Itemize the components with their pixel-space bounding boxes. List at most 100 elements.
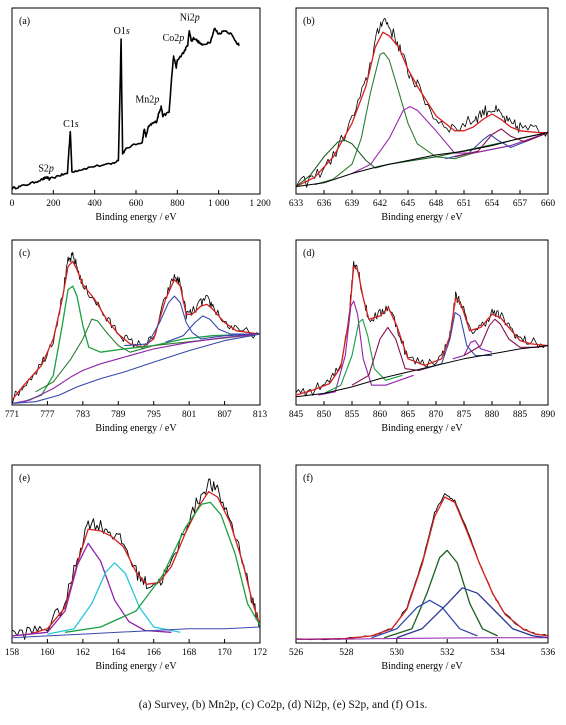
panel-label: (d) <box>303 248 315 259</box>
series-line-4 <box>323 318 403 394</box>
x-tick-label: 777 <box>40 410 55 420</box>
series-line-4 <box>371 599 478 639</box>
peak-label: Mn2p <box>135 95 159 106</box>
x-tick-label: 648 <box>429 199 444 209</box>
series-line-7 <box>452 340 493 360</box>
peak-label: S2p <box>38 163 54 174</box>
x-axis-label: Binding energy / eV <box>95 661 177 672</box>
series-line-4 <box>35 318 260 393</box>
plot-frame <box>295 464 549 644</box>
series-line-3 <box>23 285 260 403</box>
x-tick-label: 536 <box>541 648 556 658</box>
series-line-5 <box>65 501 260 633</box>
x-tick-label: 890 <box>541 410 556 420</box>
x-tick-label: 528 <box>339 648 354 658</box>
x-tick-label: 534 <box>490 648 505 658</box>
figure-caption: (a) Survey, (b) Mn2p, (c) Co2p, (d) Ni2p… <box>138 699 428 711</box>
x-tick-label: 813 <box>253 410 268 420</box>
panel-label: (a) <box>19 16 30 27</box>
panel-5: 158 160 162 164 166 168 170 172 Binding energy /… <box>5 464 267 672</box>
x-tick-label: 0 <box>10 199 15 209</box>
x-tick-label: 158 <box>5 648 20 658</box>
xps-figure: 0 200 400 600 800 1 000 1 200 Binding energy / … <box>5 7 556 672</box>
peak-label: O1s <box>114 26 130 37</box>
x-tick-label: 633 <box>289 199 304 209</box>
series-line-6 <box>296 637 548 640</box>
x-tick-label: 166 <box>147 648 162 658</box>
x-tick-label: 526 <box>289 648 304 658</box>
x-tick-label: 875 <box>457 410 472 420</box>
x-tick-label: 160 <box>40 648 55 658</box>
x-tick-label: 855 <box>345 410 360 420</box>
x-tick-label: 783 <box>76 410 91 420</box>
series-line-6 <box>12 626 260 639</box>
x-tick-label: 532 <box>440 648 455 658</box>
x-axis-label: Binding energy / eV <box>95 423 177 434</box>
x-tick-label: 162 <box>76 648 91 658</box>
series-line-1 <box>296 17 548 188</box>
panel-label: (b) <box>303 16 315 27</box>
plot-frame <box>295 239 549 406</box>
x-axis-label: Binding energy / eV <box>381 212 463 223</box>
x-tick-label: 771 <box>5 410 20 420</box>
series-line-8 <box>12 333 260 404</box>
series-line-5 <box>124 295 260 347</box>
x-tick-label: 845 <box>289 410 304 420</box>
x-tick-label: 530 <box>390 648 405 658</box>
x-tick-label: 654 <box>485 199 500 209</box>
series-line-3 <box>384 549 498 639</box>
x-tick-label: 600 <box>129 199 144 209</box>
x-axis-label: Binding energy / eV <box>381 423 463 434</box>
x-tick-label: 880 <box>485 410 500 420</box>
x-tick-label: 645 <box>401 199 416 209</box>
x-tick-label: 651 <box>457 199 472 209</box>
x-tick-label: 800 <box>170 199 185 209</box>
x-tick-label: 1 000 <box>208 199 230 209</box>
x-axis-label: Binding energy / eV <box>381 661 463 672</box>
peak-label: Ni2p <box>180 13 200 24</box>
panel-1: 0 200 400 600 800 1 000 1 200 Binding energy / … <box>10 7 271 223</box>
x-tick-label: 642 <box>373 199 388 209</box>
series-line-6 <box>424 312 492 370</box>
plot-frame <box>11 464 261 644</box>
x-tick-label: 168 <box>182 648 197 658</box>
x-tick-label: 639 <box>345 199 360 209</box>
x-tick-label: 789 <box>111 410 126 420</box>
x-tick-label: 850 <box>317 410 332 420</box>
series-line-7 <box>454 128 548 158</box>
x-tick-label: 795 <box>147 410 162 420</box>
plot-frame <box>295 7 549 195</box>
series-line-9 <box>296 345 548 398</box>
series-line-6 <box>445 132 548 160</box>
panel-3: 771 777 783 789 795 801 807 813 Binding energy /… <box>5 239 268 434</box>
panel-6: 526 528 530 532 534 536 Binding energy / eV (f) <box>289 464 556 672</box>
x-tick-label: 870 <box>429 410 444 420</box>
x-tick-label: 865 <box>401 410 416 420</box>
x-tick-label: 860 <box>373 410 388 420</box>
series-line-3 <box>318 300 414 396</box>
series-line-8 <box>296 132 548 188</box>
series-line-2 <box>12 491 260 637</box>
series-line-6 <box>165 315 260 343</box>
series-line-7 <box>12 333 260 404</box>
panel-label: (e) <box>19 473 30 484</box>
series-line-2 <box>12 260 260 401</box>
x-tick-label: 636 <box>317 199 332 209</box>
panel-2: 633 636 639 642 645 648 651 654 657 660 Binding en… <box>289 7 556 223</box>
plot-frame <box>11 239 261 406</box>
series-line-2 <box>296 31 548 188</box>
x-tick-label: 170 <box>217 648 232 658</box>
peak-label: C1s <box>63 119 79 130</box>
panel-4: 845 850 855 860 865 870 875 880 885 890 Binding en… <box>289 239 556 434</box>
series-line-2 <box>296 265 548 396</box>
x-tick-label: 885 <box>513 410 528 420</box>
series-line-5 <box>396 587 548 639</box>
series-line-1 <box>12 478 260 640</box>
series-line-5 <box>296 132 548 188</box>
series-line-3 <box>314 52 548 186</box>
series-line-3 <box>12 542 172 637</box>
x-tick-label: 660 <box>541 199 556 209</box>
x-tick-label: 657 <box>513 199 528 209</box>
x-tick-label: 164 <box>111 648 126 658</box>
x-tick-label: 1 200 <box>249 199 271 209</box>
